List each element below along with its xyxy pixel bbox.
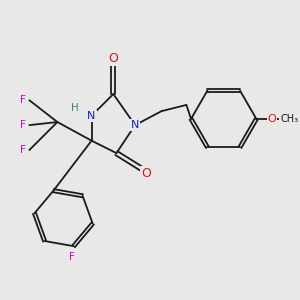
Text: F: F — [20, 120, 26, 130]
Text: N: N — [131, 120, 139, 130]
Text: O: O — [141, 167, 151, 180]
Text: O: O — [268, 114, 276, 124]
Text: F: F — [20, 95, 26, 105]
Text: CH₃: CH₃ — [280, 114, 298, 124]
Text: H: H — [70, 103, 78, 113]
Text: F: F — [20, 145, 26, 155]
Text: O: O — [108, 52, 118, 65]
Text: N: N — [87, 111, 96, 121]
Text: F: F — [69, 252, 75, 262]
